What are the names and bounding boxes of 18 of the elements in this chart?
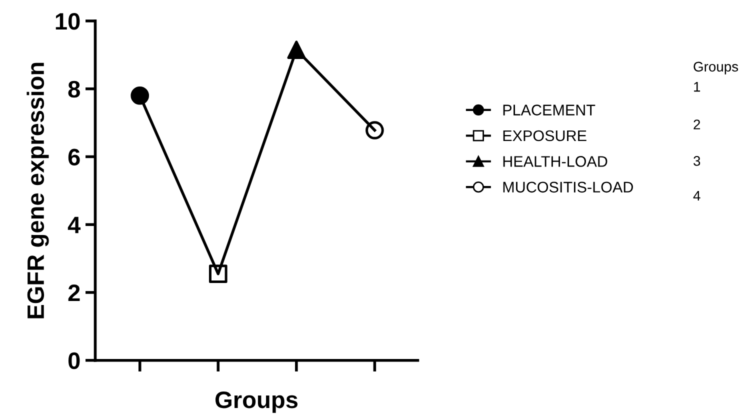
y-tick-label: 0: [68, 352, 80, 370]
text: 2: [694, 120, 700, 130]
x-axis-title: Groups: [215, 392, 298, 413]
point: [130, 86, 150, 105]
legend-label: MUCOSITIS-LOAD: [503, 182, 633, 193]
y-tick-label: 2: [68, 284, 80, 302]
text: Groups: [694, 62, 738, 74]
legend-label: PLACEMENT: [503, 104, 596, 116]
legend-label: EXPOSURE: [503, 130, 586, 142]
text: 4: [693, 190, 700, 201]
text: 3: [694, 156, 700, 166]
legend-label: HEALTH-LOAD: [503, 156, 608, 167]
y-axis-title: EGFR gene expression: [26, 62, 49, 318]
y-tick-label: 4: [68, 216, 81, 234]
y-tick-label: 10: [56, 13, 80, 30]
text: 1: [694, 82, 700, 92]
y-tick-label: 8: [68, 80, 80, 98]
y-tick-label: 6: [68, 148, 80, 166]
